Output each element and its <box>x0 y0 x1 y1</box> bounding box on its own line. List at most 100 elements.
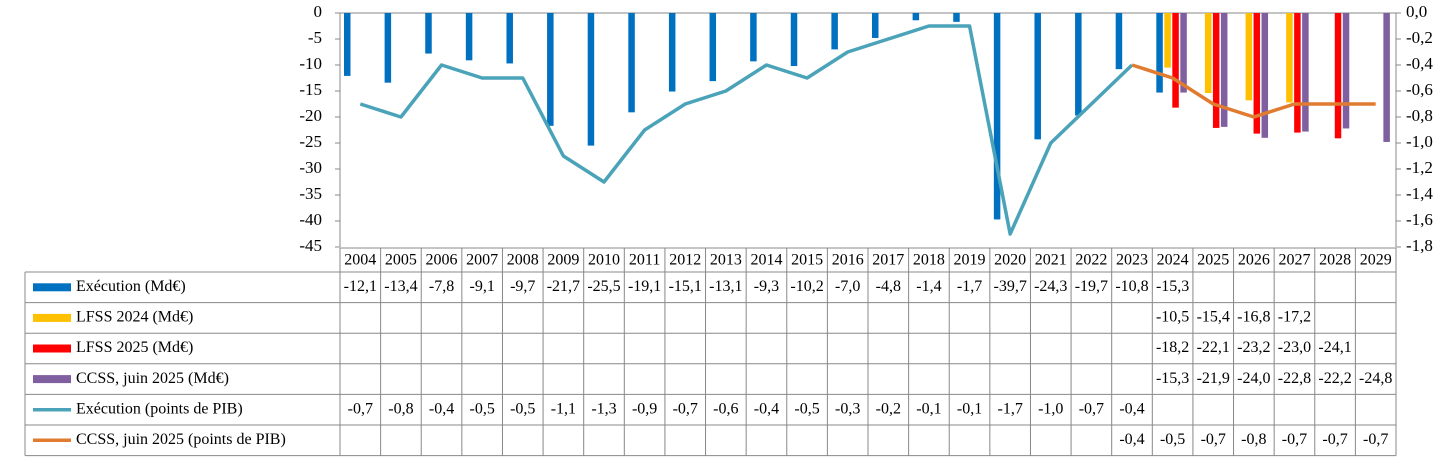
table-value: -23,0 <box>1278 339 1311 356</box>
bar <box>587 13 595 146</box>
bar <box>993 13 1001 220</box>
bar <box>425 13 432 54</box>
table-value: -10,8 <box>1115 278 1148 295</box>
x-tick-label: 2014 <box>750 252 782 269</box>
bar <box>1342 13 1350 129</box>
bar <box>1220 13 1228 127</box>
table-value: -13,4 <box>384 278 417 295</box>
bar <box>344 13 351 76</box>
y2-tick-label: -1,8 <box>1406 236 1433 255</box>
y2-tick-label: -0,2 <box>1406 28 1433 47</box>
y-tick-label: -25 <box>299 132 322 151</box>
bar <box>1212 13 1220 128</box>
table-value: -0,7 <box>1322 431 1347 448</box>
line <box>359 24 1134 236</box>
table-value: -22,1 <box>1197 339 1230 356</box>
y-tick-label: -15 <box>299 80 322 99</box>
x-tick-label: 2024 <box>1157 252 1189 269</box>
table-value: -9,7 <box>510 278 535 295</box>
table-value: -39,7 <box>993 278 1026 295</box>
x-tick-label: 2009 <box>547 252 579 269</box>
table-value: -19,1 <box>628 278 661 295</box>
bar <box>912 13 920 21</box>
table-value: -0,4 <box>429 400 454 417</box>
legend-key <box>33 313 71 322</box>
table-value: -0,2 <box>876 400 901 417</box>
bar <box>1334 13 1342 139</box>
table-value: -0,4 <box>1119 400 1144 417</box>
table-value: -0,5 <box>510 400 535 417</box>
table-value: -0,5 <box>469 400 494 417</box>
bar <box>1294 13 1301 133</box>
table-value: -0,4 <box>754 400 779 417</box>
y-tick-label: -10 <box>299 54 322 73</box>
bar <box>709 13 717 82</box>
table-value: -24,8 <box>1359 370 1392 387</box>
table-value: -10,2 <box>790 278 823 295</box>
x-tick-label: 2026 <box>1238 252 1270 269</box>
table-value: -23,2 <box>1237 339 1270 356</box>
table-value: -1,7 <box>957 278 982 295</box>
bar <box>1383 13 1390 142</box>
x-tick-label: 2022 <box>1075 252 1107 269</box>
table-value: -0,6 <box>713 400 738 417</box>
table-value: -1,4 <box>916 278 941 295</box>
bar <box>506 13 513 64</box>
table-value: -0,1 <box>957 400 982 417</box>
y2-tick-label: -1,2 <box>1406 158 1433 177</box>
bar <box>1156 13 1163 93</box>
table-value: -0,7 <box>1363 431 1388 448</box>
bar <box>953 13 960 22</box>
bar <box>465 13 473 61</box>
table-value: -15,4 <box>1197 309 1230 326</box>
table-value: -0,7 <box>348 400 373 417</box>
x-tick-label: 2015 <box>791 252 823 269</box>
table-value: -10,5 <box>1156 309 1189 326</box>
x-tick-label: 2021 <box>1035 252 1067 269</box>
table-value: -0,1 <box>916 400 941 417</box>
table-value: -0,9 <box>632 400 657 417</box>
x-tick-label: 2028 <box>1319 252 1351 269</box>
x-tick-label: 2006 <box>426 252 458 269</box>
table-value: -19,7 <box>1075 278 1108 295</box>
x-tick-label: 2025 <box>1197 252 1229 269</box>
x-tick-label: 2029 <box>1360 252 1392 269</box>
table-value: -21,7 <box>547 278 580 295</box>
bar <box>384 13 392 83</box>
bar <box>1302 13 1309 132</box>
table-value: -0,8 <box>388 400 413 417</box>
y2-tick-label: -0,8 <box>1406 106 1433 125</box>
legend-key <box>33 283 71 292</box>
table-value: -15,3 <box>1156 278 1189 295</box>
bar <box>1253 13 1261 134</box>
table-value: -0,8 <box>1241 431 1266 448</box>
y-tick-label: 0 <box>314 2 323 21</box>
table-value: -22,2 <box>1318 370 1351 387</box>
table-value: -4,8 <box>876 278 901 295</box>
table-value: -24,0 <box>1237 370 1270 387</box>
x-tick-label: 2027 <box>1278 252 1310 269</box>
table-value: -0,3 <box>835 400 860 417</box>
table-value: -12,1 <box>344 278 377 295</box>
x-tick-label: 2007 <box>466 252 498 269</box>
bar <box>1180 13 1187 93</box>
bar <box>1261 13 1269 138</box>
table-value: -15,3 <box>1156 370 1189 387</box>
legend-label: CCSS, juin 2025 (Md€) <box>76 370 229 387</box>
x-tick-label: 2018 <box>913 252 945 269</box>
legend-key <box>33 375 71 384</box>
y2-tick-label: -1,0 <box>1406 132 1433 151</box>
table-value: -9,3 <box>754 278 779 295</box>
y2-tick-label: -1,4 <box>1406 184 1433 203</box>
legend-label: Exécution (Md€) <box>76 278 186 295</box>
table-value: -0,7 <box>673 400 698 417</box>
y-tick-label: -20 <box>299 106 322 125</box>
y2-tick-label: 0,0 <box>1406 2 1427 21</box>
table-value: -24,3 <box>1034 278 1067 295</box>
table-value: -0,5 <box>794 400 819 417</box>
table-value: -25,5 <box>587 278 620 295</box>
bar <box>1286 13 1293 103</box>
bar <box>1204 13 1212 94</box>
table-value: -0,7 <box>1282 431 1307 448</box>
x-tick-label: 2012 <box>669 252 701 269</box>
